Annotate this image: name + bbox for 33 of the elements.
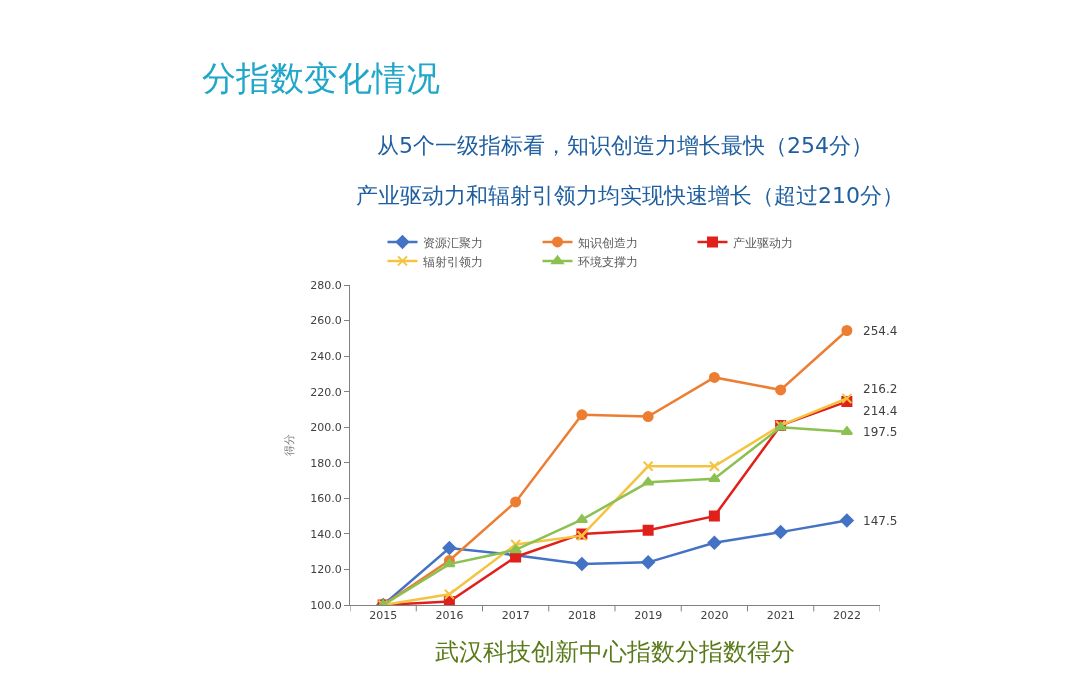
y-tick-label: 160.0 <box>310 492 342 506</box>
data-label: 254.4 <box>863 324 898 338</box>
legend-label: 辐射引领力 <box>422 254 483 269</box>
legend-label: 知识创造力 <box>577 235 638 250</box>
y-tick-label: 220.0 <box>310 385 342 399</box>
legend-label: 环境支撑力 <box>577 254 638 269</box>
y-tick-label: 100.0 <box>310 598 342 612</box>
text: 产业驱动力和辐射引领力均实现快速增长（超过210分） <box>356 183 904 208</box>
data-label: 147.5 <box>863 514 898 528</box>
legend-label: 资源汇聚力 <box>422 235 483 250</box>
data-label: 214.4 <box>863 404 898 418</box>
data-label: 197.5 <box>863 425 898 439</box>
x-tick-label: 2021 <box>766 609 795 623</box>
y-tick-label: 140.0 <box>310 527 342 541</box>
y-tick-label: 280.0 <box>310 278 342 292</box>
x-tick-label: 2018 <box>567 609 596 623</box>
x-tick-label: 2015 <box>369 609 398 623</box>
y-tick-label: 240.0 <box>310 349 342 363</box>
x-tick-label: 2016 <box>435 609 464 623</box>
x-tick-label: 2022 <box>832 609 861 623</box>
x-tick-label: 2019 <box>634 609 663 623</box>
legend-label: 产业驱动力 <box>732 235 793 250</box>
y-axis-title: 得分 <box>282 434 296 456</box>
x-tick-label: 2017 <box>501 609 530 623</box>
y-tick-label: 200.0 <box>310 421 342 435</box>
chart-subtitle: 从5个一级指标看，知识创造力增长最快（254分） <box>377 133 873 158</box>
x-tick-label: 2020 <box>700 609 729 623</box>
y-tick-label: 120.0 <box>310 563 342 577</box>
y-tick-label: 180.0 <box>310 456 342 470</box>
data-label: 216.2 <box>863 382 898 396</box>
chart-title: 分指数变化情况 <box>202 58 440 98</box>
text: 武汉科技创新中心指数分指数得分 <box>435 638 795 666</box>
y-tick-label: 260.0 <box>310 314 342 328</box>
